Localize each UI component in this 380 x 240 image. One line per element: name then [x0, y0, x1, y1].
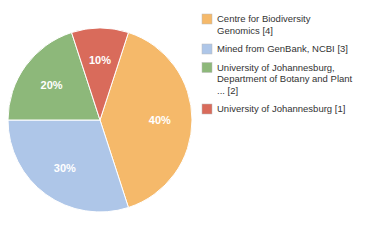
- slice-labels: 40% 30% 20% 10%: [41, 54, 171, 174]
- slice-label: 40%: [149, 114, 171, 126]
- pie: [8, 28, 192, 212]
- legend-swatch: [202, 63, 212, 73]
- legend-label: University of Johannesburg [1]: [217, 103, 345, 114]
- slice-label: 10%: [89, 54, 111, 66]
- legend-label: University of Johannesburg,Department of…: [217, 62, 353, 96]
- legend-swatch: [202, 44, 212, 54]
- legend: Centre for BiodiversityGenomics [4] Mined…: [202, 13, 353, 114]
- pie-slice: [72, 28, 129, 120]
- legend-label-line: Centre for Biodiversity: [217, 13, 311, 24]
- slice-label: 30%: [54, 162, 76, 174]
- pie-slice: [8, 120, 128, 212]
- chart-container: 40% 30% 20% 10% Centre for BiodiversityGenom…: [0, 0, 380, 240]
- slice-label: 20%: [41, 79, 63, 91]
- legend-label-line: ... [2]: [217, 85, 238, 96]
- legend-label-line: Department of Botany and Plant: [217, 73, 353, 84]
- legend-label-line: Genomics [4]: [217, 25, 273, 36]
- legend-label: Centre for BiodiversityGenomics [4]: [217, 13, 311, 36]
- legend-label: Mined from GenBank, NCBI [3]: [217, 43, 348, 54]
- legend-label-line: University of Johannesburg,: [217, 62, 335, 73]
- legend-label-line: Mined from GenBank, NCBI [3]: [217, 43, 348, 54]
- chart: 40% 30% 20% 10% Centre for BiodiversityGenom…: [0, 0, 380, 240]
- legend-swatch: [202, 104, 212, 114]
- legend-swatch: [202, 14, 212, 24]
- legend-label-line: University of Johannesburg [1]: [217, 103, 345, 114]
